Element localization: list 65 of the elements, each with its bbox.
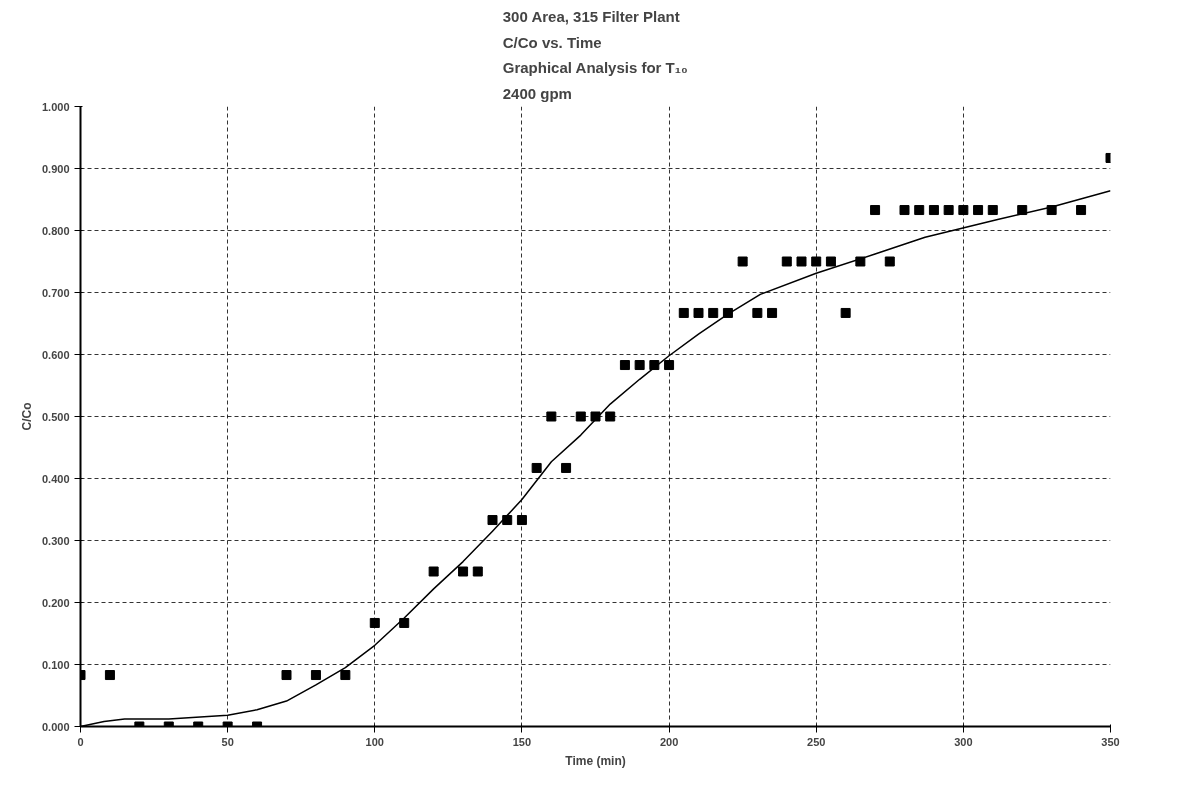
point bbox=[855, 256, 866, 267]
x-tick-label: 300 bbox=[954, 735, 973, 748]
point bbox=[678, 307, 689, 318]
point bbox=[546, 411, 557, 422]
point bbox=[561, 462, 572, 473]
x-tick-label: 100 bbox=[365, 735, 384, 748]
point bbox=[472, 566, 483, 577]
y-tick-label: 0.800 bbox=[41, 224, 70, 237]
point bbox=[590, 411, 601, 422]
point bbox=[458, 566, 469, 577]
x-tick-label: 150 bbox=[512, 735, 532, 748]
point bbox=[340, 670, 351, 681]
y-tick-label: 0.400 bbox=[41, 472, 70, 485]
point bbox=[973, 205, 984, 216]
point bbox=[884, 256, 895, 267]
point bbox=[428, 566, 439, 577]
y-tick-label: 0.900 bbox=[41, 162, 70, 175]
point bbox=[767, 307, 778, 318]
y-tick-label: 0.700 bbox=[41, 286, 70, 299]
point bbox=[531, 462, 542, 473]
x-tick-label: 0 bbox=[77, 735, 84, 748]
y-tick-label: 0.200 bbox=[41, 596, 70, 609]
point bbox=[737, 256, 748, 267]
point bbox=[708, 307, 719, 318]
point bbox=[1046, 205, 1057, 216]
y-tick-label: 0.100 bbox=[41, 658, 70, 671]
y-tick-label: 1.000 bbox=[41, 100, 70, 113]
y-tick-label: 0.000 bbox=[41, 720, 70, 733]
point bbox=[516, 515, 527, 526]
point bbox=[781, 256, 792, 267]
point bbox=[369, 617, 380, 628]
x-tick-label: 250 bbox=[807, 735, 826, 748]
x-tick-label: 50 bbox=[221, 735, 234, 748]
point bbox=[664, 360, 675, 371]
point bbox=[619, 360, 630, 371]
point bbox=[825, 256, 836, 267]
point bbox=[752, 307, 763, 318]
point bbox=[487, 515, 498, 526]
point bbox=[575, 411, 586, 422]
point bbox=[899, 205, 910, 216]
y-tick-label: 0.500 bbox=[41, 410, 70, 423]
point bbox=[987, 205, 998, 216]
x-tick-label: 350 bbox=[1101, 735, 1120, 748]
point bbox=[634, 360, 645, 371]
point bbox=[943, 205, 954, 216]
point bbox=[958, 205, 969, 216]
point bbox=[310, 670, 321, 681]
chart-title: 300 Area, 315 Filter Plant C/Co vs. Time Graphical Analysis for T₁₀ 2400 gpm bbox=[502, 8, 688, 102]
point bbox=[928, 205, 939, 216]
point bbox=[914, 205, 925, 216]
y-tick-label: 0.600 bbox=[41, 348, 70, 361]
point bbox=[104, 670, 115, 681]
point bbox=[1076, 205, 1087, 216]
point bbox=[649, 360, 660, 371]
point bbox=[870, 205, 881, 216]
point bbox=[281, 670, 292, 681]
point bbox=[811, 256, 822, 267]
y-tick-label: 0.300 bbox=[41, 534, 70, 547]
point bbox=[693, 307, 704, 318]
point bbox=[796, 256, 807, 267]
point bbox=[840, 307, 851, 318]
x-tick-label: 200 bbox=[659, 735, 679, 748]
x-axis-title: Time (min) bbox=[565, 753, 626, 768]
y-axis-title: C/Co bbox=[19, 402, 34, 431]
point bbox=[605, 411, 616, 422]
